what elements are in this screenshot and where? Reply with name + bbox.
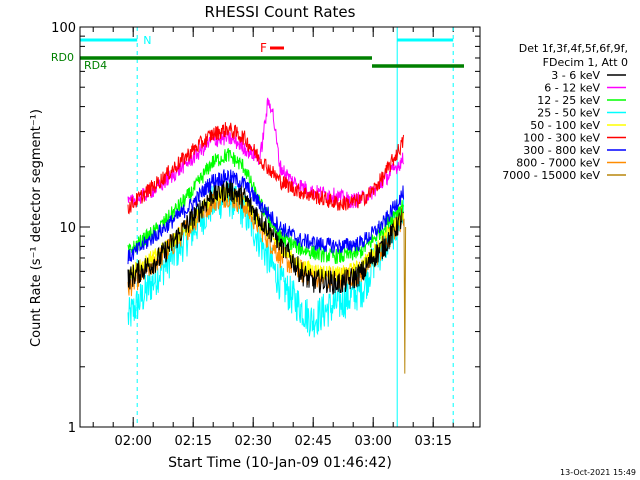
legend-label: 25 - 50 keV [537, 107, 600, 120]
y-axis-label: Count Rate (s⁻¹ detector segment⁻¹) [29, 109, 44, 347]
n-label: N [143, 34, 151, 47]
footer-timestamp: 13-Oct-2021 15:49 [560, 468, 636, 477]
axis-ticks: 1 10 100 02:00 02:15 02:30 02:45 03:00 03:15 [51, 21, 480, 449]
series-line [127, 97, 404, 209]
x-tick-label: 03:00 [354, 434, 391, 449]
legend-label: 100 - 300 keV [523, 132, 600, 145]
series-layer [127, 97, 407, 374]
x-axis-label: Start Time (10-Jan-09 01:46:42) [168, 455, 392, 471]
plot-frame [79, 26, 481, 428]
legend-label: 7000 - 15000 keV [502, 169, 600, 182]
legend-label: 12 - 25 keV [537, 94, 600, 107]
x-tick-label: 03:15 [414, 434, 451, 449]
legend-header-line2: FDecim 1, Att 0 [543, 56, 628, 69]
x-tick-label: 02:00 [114, 434, 151, 449]
legend-label: 3 - 6 keV [551, 69, 600, 82]
x-tick-label: 02:45 [294, 434, 331, 449]
rd4-label: RD4 [84, 59, 107, 72]
annotation-layer: N RD0 RD4 F [51, 27, 464, 427]
series-line [127, 122, 404, 215]
chart-title: RHESSI Count Rates [205, 3, 356, 21]
y-tick-label: 10 [59, 221, 76, 236]
flare-label: F [260, 41, 267, 55]
y-tick-label: 100 [51, 21, 76, 36]
legend-label: 800 - 7000 keV [516, 157, 600, 170]
series-line [403, 218, 407, 374]
y-tick-label: 1 [68, 421, 76, 436]
legend-label: 300 - 800 keV [523, 144, 600, 157]
rd0-label: RD0 [51, 51, 74, 64]
legend-label: 50 - 100 keV [530, 119, 600, 132]
series-line [127, 169, 404, 265]
legend-label: 6 - 12 keV [544, 82, 600, 95]
x-tick-label: 02:30 [234, 434, 271, 449]
series-line [127, 180, 404, 338]
legend-header-line1: Det 1f,3f,4f,5f,6f,9f, [519, 42, 628, 55]
x-tick-label: 02:15 [174, 434, 211, 449]
